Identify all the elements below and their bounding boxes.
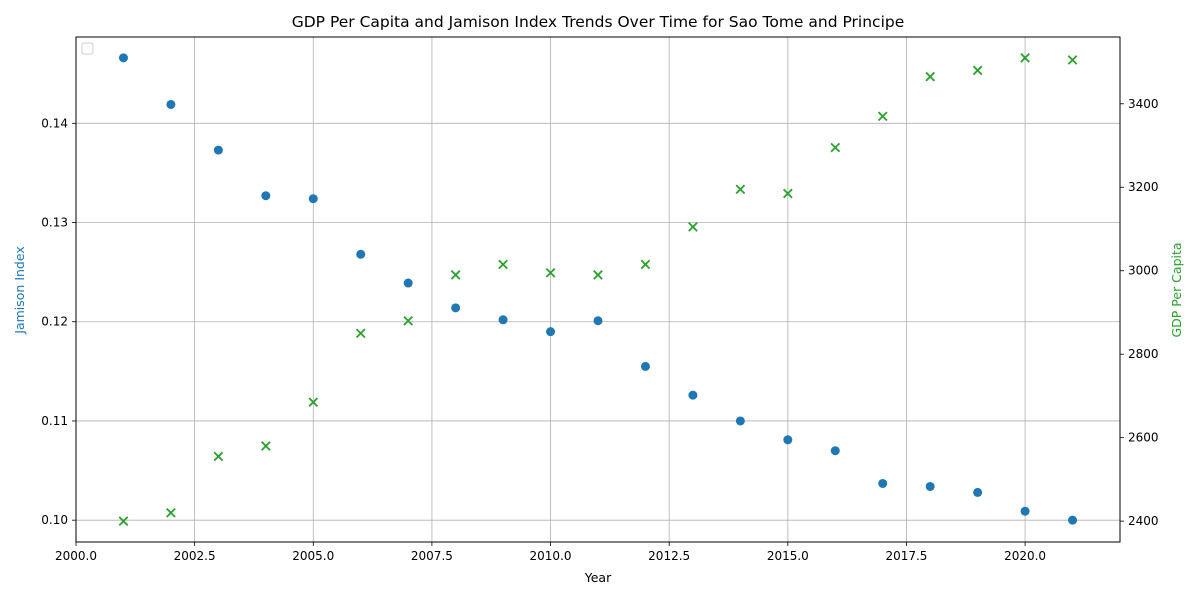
jamison-point: [973, 487, 983, 497]
gdp-point-stroke: [260, 441, 271, 451]
jamison-point: [498, 315, 508, 325]
gdp-point-stroke: [925, 71, 936, 82]
jamison-point: [118, 53, 128, 63]
gdp-point: [1020, 53, 1030, 63]
y-right-tick-label: 2800: [1128, 347, 1159, 361]
gdp-point-stroke: [498, 259, 508, 270]
gdp-point-stroke: [1020, 53, 1030, 63]
x-tick-label: 2017.5: [885, 549, 927, 563]
jamison-point: [546, 327, 556, 337]
gdp-point-stroke: [1067, 55, 1078, 65]
y-left-tick-label: 0.11: [41, 414, 68, 428]
x-tick-label: 2010.0: [530, 549, 572, 563]
gdp-point: [593, 270, 603, 280]
gdp-point: [782, 188, 793, 199]
gdp-point: [118, 516, 129, 526]
jamison-point: [1020, 506, 1030, 516]
gdp-point: [450, 270, 461, 280]
marks-layer: [118, 53, 1078, 526]
jamison-point: [403, 278, 413, 288]
jamison-point: [1068, 515, 1078, 525]
x-axis-label: Year: [584, 570, 612, 585]
gdp-point-stroke: [545, 267, 556, 278]
gdp-point: [355, 328, 366, 339]
gdp-point-stroke: [308, 397, 319, 408]
jamison-point: [735, 416, 745, 426]
gdp-point: [498, 259, 508, 270]
gdp-point-stroke: [118, 516, 129, 526]
plot-frame: [75, 36, 1121, 543]
x-tick-label: 2015.0: [767, 549, 809, 563]
jamison-point: [213, 145, 223, 155]
gdp-point-stroke: [403, 315, 414, 326]
gdp-point: [260, 441, 271, 451]
gdp-point: [403, 315, 414, 326]
y-left-tick-label: 0.12: [41, 315, 68, 329]
jamison-point: [925, 481, 935, 491]
y-right-tick-label: 3200: [1128, 180, 1159, 194]
gdp-point: [877, 111, 888, 122]
jamison-point: [308, 194, 318, 204]
x-tick-label: 2005.0: [292, 549, 334, 563]
jamison-point: [451, 303, 461, 313]
jamison-point: [640, 361, 650, 371]
gdp-point: [213, 451, 224, 462]
y-right-tick-label: 3400: [1128, 97, 1159, 111]
y-right-tick-label: 2600: [1128, 431, 1159, 445]
gdp-point: [688, 222, 698, 232]
chart-title: GDP Per Capita and Jamison Index Trends …: [292, 13, 905, 31]
gdp-point: [545, 267, 556, 278]
gdp-point-stroke: [735, 184, 746, 195]
gdp-point-stroke: [972, 65, 983, 76]
gdp-point-stroke: [355, 328, 366, 339]
gdp-point: [830, 142, 841, 153]
gdp-point: [166, 507, 176, 518]
gdp-point-stroke: [450, 270, 461, 280]
x-tick-label: 2007.5: [411, 549, 453, 563]
jamison-point: [830, 446, 840, 456]
x-tick-label: 2000.0: [55, 549, 97, 563]
jamison-point: [878, 478, 888, 488]
gdp-point: [925, 71, 936, 82]
gdp-point-stroke: [640, 259, 651, 270]
x-tick-label: 2002.5: [174, 549, 216, 563]
gdp-point-stroke: [782, 188, 793, 199]
x-tick-label: 2020.0: [1004, 549, 1046, 563]
jamison-point: [688, 390, 698, 400]
legend-box: [81, 42, 94, 55]
y-axis-left-label: Jamison Index: [12, 246, 27, 334]
jamison-point: [261, 191, 271, 201]
ticks-layer: 2000.0 2002.5 2005.0 2007.5 2010.0 2012.5 2015…: [41, 97, 1158, 563]
y-right-tick-label: 3000: [1128, 264, 1159, 278]
gdp-point-stroke: [688, 222, 698, 232]
y-left-tick-label: 0.13: [41, 216, 68, 230]
gdp-point: [972, 65, 983, 76]
jamison-point: [593, 316, 603, 326]
jamison-point: [356, 249, 366, 259]
gdp-point: [735, 184, 746, 195]
gdp-point-stroke: [213, 451, 224, 462]
y-left-tick-label: 0.10: [41, 513, 68, 527]
gdp-point: [1067, 55, 1078, 65]
y-right-tick-label: 2400: [1128, 514, 1159, 528]
jamison-point: [166, 99, 176, 109]
gdp-point-stroke: [593, 270, 603, 280]
y-left-tick-label: 0.14: [41, 116, 68, 130]
x-tick-label: 2012.5: [648, 549, 690, 563]
jamison-point: [783, 435, 793, 445]
gdp-point-stroke: [166, 507, 176, 518]
gdp-point-stroke: [830, 142, 841, 153]
gdp-point: [640, 259, 651, 270]
gdp-point-stroke: [877, 111, 888, 122]
grid-layer: [75, 37, 1120, 542]
gdp-point: [308, 397, 319, 408]
y-axis-right-label: GDP Per Capita: [1169, 242, 1184, 337]
